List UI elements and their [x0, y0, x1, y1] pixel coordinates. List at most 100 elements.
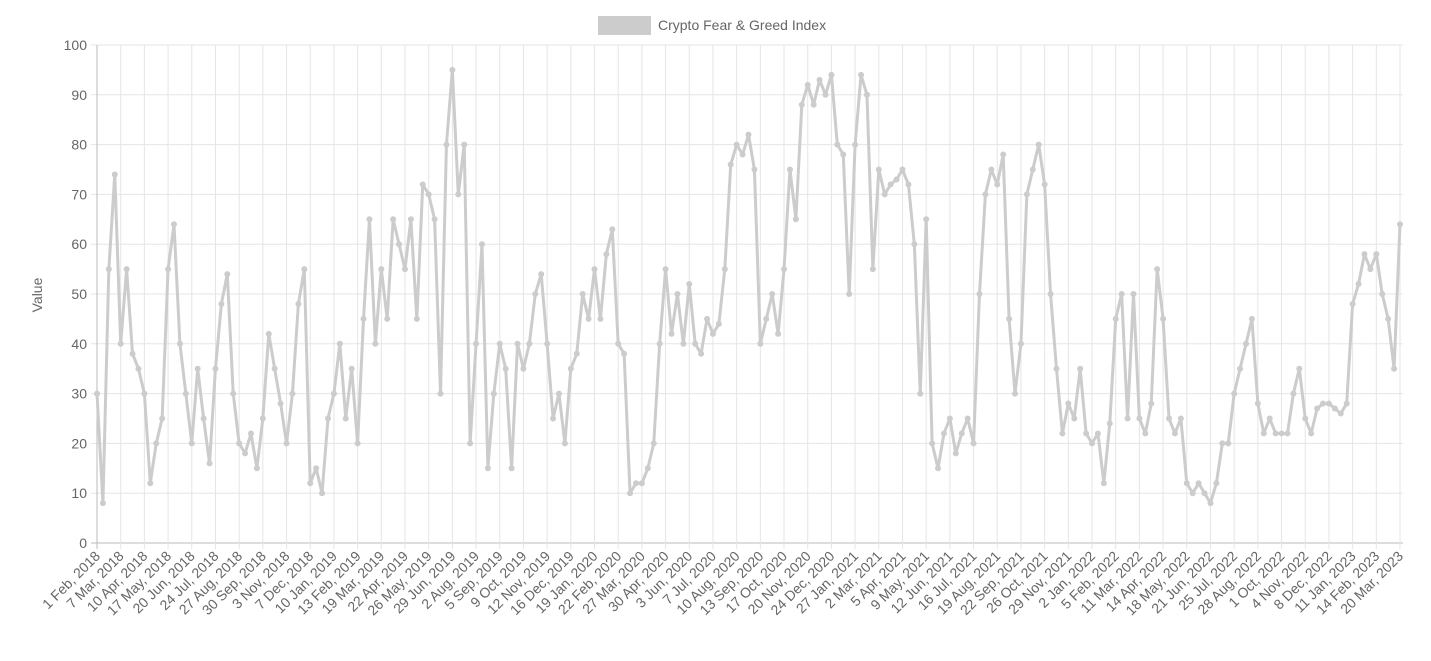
point	[354, 440, 361, 447]
point	[490, 390, 497, 397]
point	[704, 315, 711, 322]
point	[846, 291, 853, 297]
point	[1254, 400, 1261, 407]
point	[283, 440, 290, 447]
point	[964, 415, 971, 422]
point	[1225, 440, 1232, 447]
point	[1231, 390, 1238, 397]
point	[1397, 221, 1403, 228]
point	[437, 390, 444, 397]
point	[1130, 291, 1137, 297]
point	[698, 350, 705, 357]
legend-label[interactable]: Crypto Fear & Greed Index	[658, 17, 826, 33]
point	[1248, 315, 1255, 322]
point	[935, 465, 942, 472]
point	[810, 101, 817, 108]
point	[733, 141, 740, 148]
point	[1207, 500, 1214, 507]
point	[638, 480, 645, 487]
point	[1284, 430, 1291, 437]
point	[952, 450, 959, 457]
point	[1243, 340, 1250, 347]
point	[745, 131, 752, 138]
point	[212, 365, 219, 372]
point	[135, 365, 142, 372]
y-tick-label: 60	[71, 236, 87, 252]
point	[218, 300, 225, 307]
point	[277, 400, 284, 407]
point	[988, 166, 995, 173]
point	[431, 216, 438, 223]
point	[1094, 430, 1101, 437]
point	[502, 365, 509, 372]
point	[390, 216, 397, 223]
point	[680, 340, 687, 347]
point	[597, 315, 604, 322]
point	[662, 266, 669, 273]
point	[384, 315, 391, 322]
point	[153, 440, 160, 447]
point	[887, 181, 894, 188]
point	[769, 291, 776, 297]
point	[1035, 141, 1042, 148]
point	[591, 266, 598, 273]
point	[692, 340, 699, 347]
point	[1266, 415, 1273, 422]
point	[911, 241, 918, 248]
point	[544, 340, 551, 347]
point	[1077, 365, 1084, 372]
point	[1017, 340, 1024, 347]
point	[1325, 400, 1332, 407]
point	[709, 330, 716, 337]
point	[946, 415, 953, 422]
y-tick-label: 30	[71, 386, 87, 402]
point	[1118, 291, 1125, 297]
point	[585, 315, 592, 322]
point	[715, 320, 722, 327]
point	[668, 330, 675, 337]
point	[1337, 410, 1344, 417]
point	[609, 226, 616, 233]
point	[917, 390, 924, 397]
point	[253, 465, 260, 472]
point	[573, 350, 580, 357]
point	[840, 151, 847, 158]
point	[1213, 480, 1220, 487]
point	[982, 191, 989, 198]
point	[1177, 415, 1184, 422]
point	[532, 291, 539, 297]
point	[259, 415, 266, 422]
point	[579, 291, 586, 297]
point	[194, 365, 201, 372]
y-tick-label: 10	[71, 485, 87, 501]
point	[567, 365, 574, 372]
point	[727, 161, 734, 168]
point	[467, 440, 474, 447]
point	[1349, 300, 1356, 307]
point	[1201, 490, 1208, 497]
point	[615, 340, 622, 347]
point	[1083, 430, 1090, 437]
point	[721, 266, 728, 273]
point	[1278, 430, 1285, 437]
point	[1361, 251, 1368, 258]
point	[1023, 191, 1030, 198]
point	[242, 450, 249, 457]
point	[508, 465, 515, 472]
point	[852, 141, 859, 148]
point	[1302, 415, 1309, 422]
point	[1053, 365, 1060, 372]
point	[1219, 440, 1226, 447]
point	[289, 390, 296, 397]
point	[1260, 430, 1267, 437]
legend-swatch[interactable]	[598, 16, 651, 35]
point	[1272, 430, 1279, 437]
point	[165, 266, 172, 273]
point	[893, 176, 900, 183]
point	[1071, 415, 1078, 422]
point	[632, 480, 639, 487]
point	[1195, 480, 1202, 487]
point	[1106, 420, 1113, 427]
point	[555, 390, 562, 397]
point	[449, 66, 456, 73]
